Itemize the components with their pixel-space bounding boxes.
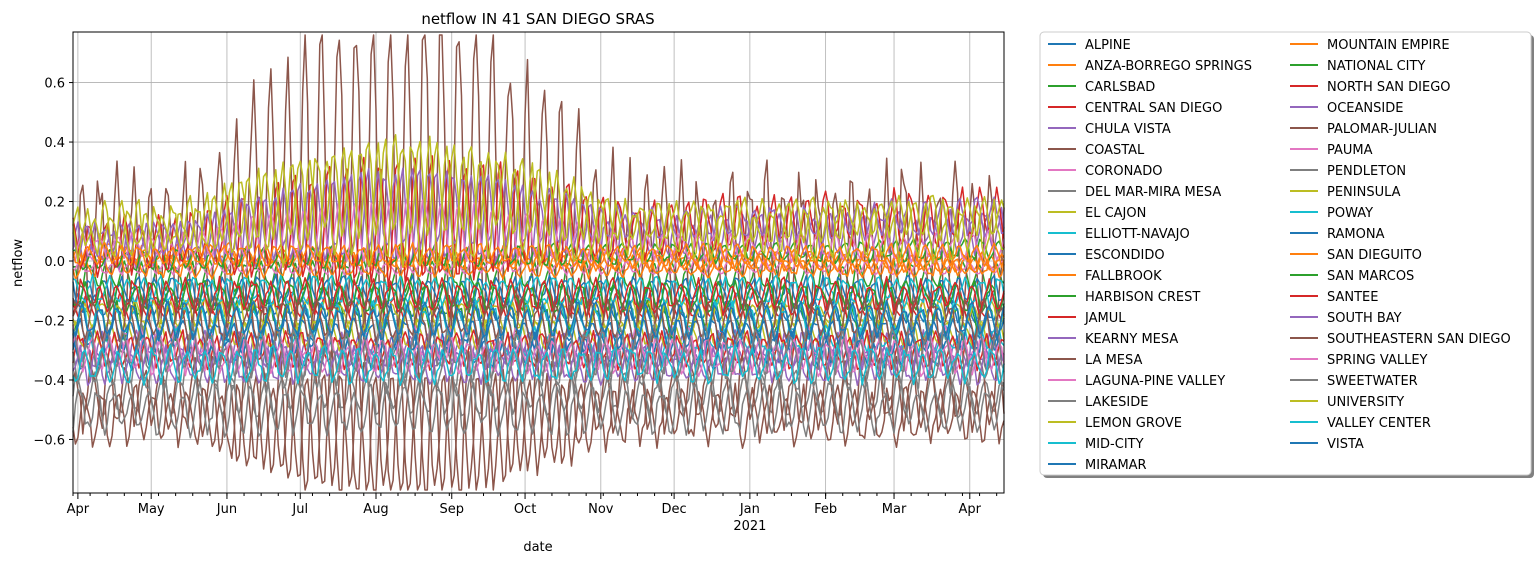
legend-label: PENINSULA (1327, 185, 1401, 200)
legend-label: ANZA-BORREGO SPRINGS (1085, 59, 1252, 74)
legend-label: CHULA VISTA (1085, 122, 1171, 137)
legend-label: POWAY (1327, 206, 1373, 221)
series-line-pendleton (72, 381, 1005, 439)
legend-label: CORONADO (1085, 164, 1162, 179)
legend-label: NORTH SAN DIEGO (1327, 80, 1451, 95)
series-line-spring-valley (72, 335, 1005, 378)
legend-label: DEL MAR-MIRA MESA (1085, 185, 1221, 200)
x-axis-title: date (523, 540, 552, 555)
y-tick-label: 0.2 (44, 196, 65, 211)
legend-label: VALLEY CENTER (1327, 416, 1431, 431)
legend-label: VISTA (1327, 437, 1364, 452)
series-line-university (72, 133, 1005, 269)
legend-label: NATIONAL CITY (1327, 59, 1425, 74)
series-line-valley-center (72, 344, 1005, 386)
legend-label: LAKESIDE (1085, 395, 1148, 410)
series-line-southeastern-san-diego (72, 295, 1005, 346)
x-tick-label: Jan (739, 502, 760, 517)
plot-series-group (72, 34, 1005, 491)
legend-label: EL CAJON (1085, 206, 1146, 221)
x-tick-label: Aug (363, 502, 388, 517)
x-tick-label: Sep (439, 502, 464, 517)
legend-items: ALPINE ANZA-BORREGO SPRINGS CARLSBAD CENTRA… (1048, 38, 1511, 473)
series-line-san-dieguito (72, 242, 1005, 269)
legend-label: PENDLETON (1327, 164, 1406, 179)
legend-label: LA MESA (1085, 353, 1142, 368)
series-line-fallbrook (72, 254, 1005, 280)
series-line-lakeside (72, 336, 1005, 395)
legend-label: ESCONDIDO (1085, 248, 1165, 263)
x-year-label: 2021 (733, 519, 766, 534)
legend-label: FALLBROOK (1085, 269, 1162, 284)
legend-label: MID-CITY (1085, 437, 1144, 452)
legend-label: MOUNTAIN EMPIRE (1327, 38, 1450, 53)
series-line-miramar (72, 314, 1005, 357)
x-tick-label: Jun (216, 502, 237, 517)
legend-label: SANTEE (1327, 290, 1378, 305)
legend: ALPINE ANZA-BORREGO SPRINGS CARLSBAD CENTRA… (1039, 31, 1534, 478)
y-tick-label: 0.0 (44, 255, 65, 270)
legend-label: HARBISON CREST (1085, 290, 1200, 305)
legend-label: KEARNY MESA (1085, 332, 1178, 347)
legend-label: CARLSBAD (1085, 80, 1155, 95)
x-tick-label: Jul (291, 502, 308, 517)
plot-frame (72, 31, 1005, 494)
legend-label: RAMONA (1327, 227, 1385, 242)
x-tick-label: Oct (514, 502, 536, 517)
series-line-vista (72, 299, 1005, 342)
x-tick-label: Apr (67, 502, 90, 517)
legend-label: LAGUNA-PINE VALLEY (1085, 374, 1225, 389)
legend-label: JAMUL (1084, 311, 1126, 326)
x-tick-label: Apr (959, 502, 982, 517)
y-tick-label: −0.2 (33, 314, 65, 329)
chart-title: netflow IN 41 SAN DIEGO SRAS (421, 10, 654, 28)
legend-label: SAN MARCOS (1327, 269, 1414, 284)
legend-label: SOUTH BAY (1327, 311, 1402, 326)
series-line-peninsula (72, 138, 1005, 252)
x-tick-label: Feb (814, 502, 837, 517)
legend-label: CENTRAL SAN DIEGO (1085, 101, 1222, 116)
x-tick-label: Nov (588, 502, 614, 517)
y-axis-title: netflow (11, 239, 26, 287)
legend-label: PAUMA (1327, 143, 1373, 158)
legend-label: SPRING VALLEY (1327, 353, 1428, 368)
legend-label: ELLIOTT-NAVAJO (1085, 227, 1190, 242)
x-tick-label: Dec (662, 502, 687, 517)
y-tick-label: 0.4 (44, 136, 65, 151)
legend-label: SOUTHEASTERN SAN DIEGO (1327, 332, 1511, 347)
legend-label: OCEANSIDE (1327, 101, 1403, 116)
x-tick-label: Mar (882, 502, 907, 517)
legend-label: SWEETWATER (1327, 374, 1418, 389)
legend-label: LEMON GROVE (1085, 416, 1182, 431)
y-tick-label: −0.4 (33, 374, 65, 389)
legend-label: SAN DIEGUITO (1327, 248, 1422, 263)
y-tick-label: −0.6 (33, 433, 65, 448)
y-tick-label: 0.6 (44, 77, 65, 92)
legend-label: UNIVERSITY (1327, 395, 1404, 410)
series-line-palomar-julian (72, 365, 1005, 491)
legend-label: ALPINE (1085, 38, 1131, 53)
x-tick-label: May (138, 502, 165, 517)
legend-box (1039, 31, 1532, 476)
legend-label: PALOMAR-JULIAN (1327, 122, 1437, 137)
legend-label: COASTAL (1085, 143, 1145, 158)
y-axis: −0.6 −0.4 −0.2 0.0 0.2 0.4 0.6 (33, 77, 73, 448)
legend-label: MIRAMAR (1085, 458, 1147, 473)
x-axis: Apr May Jun Jul Aug Sep Oct Nov Dec Jan Feb Mar Apr 2… (67, 493, 998, 534)
